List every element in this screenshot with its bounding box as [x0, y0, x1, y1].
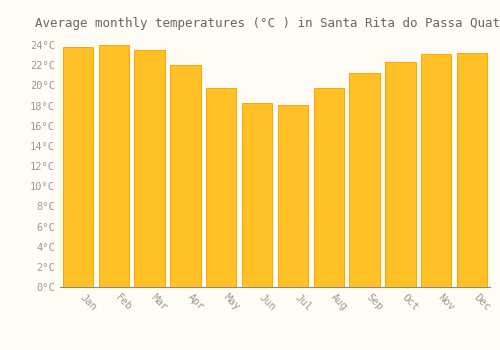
Bar — [457, 53, 488, 287]
Bar — [385, 62, 416, 287]
Bar — [134, 50, 165, 287]
Bar — [62, 47, 93, 287]
Bar — [421, 54, 452, 287]
Bar — [350, 73, 380, 287]
Bar — [314, 89, 344, 287]
Title: Average monthly temperatures (°C ) in Santa Rita do Passa Quatro: Average monthly temperatures (°C ) in Sa… — [35, 17, 500, 30]
Bar — [170, 65, 200, 287]
Bar — [242, 103, 272, 287]
Bar — [98, 45, 129, 287]
Bar — [206, 89, 236, 287]
Bar — [278, 105, 308, 287]
